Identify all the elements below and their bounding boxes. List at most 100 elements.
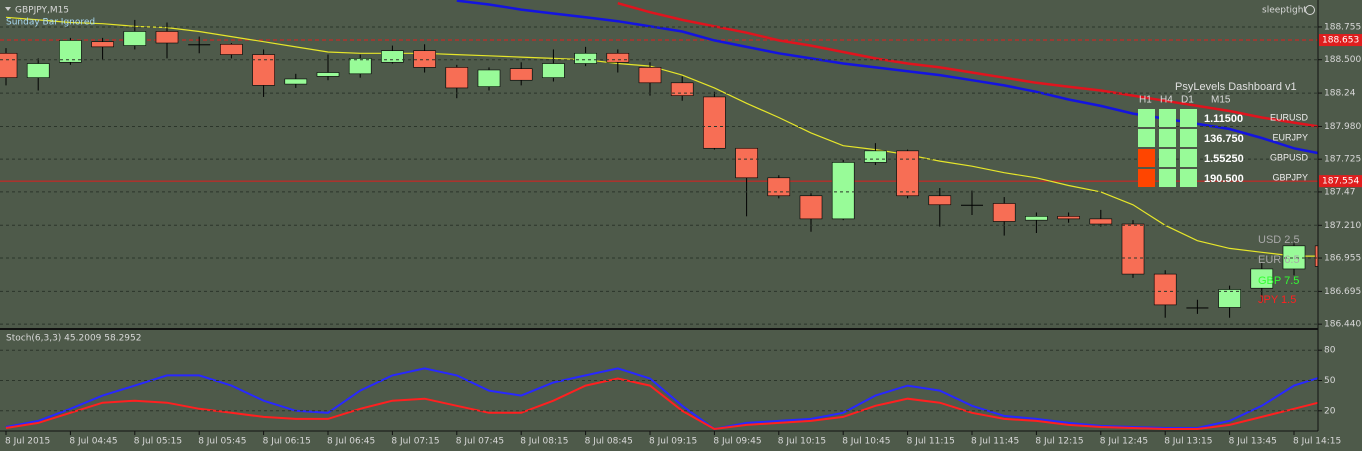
cell <box>1180 169 1197 187</box>
dashboard-column: H1 <box>1139 95 1152 106</box>
stoch-pane <box>5 367 1318 431</box>
y-tick-label: 187.980 <box>1324 122 1361 132</box>
y-tick-label: 188.500 <box>1324 55 1361 65</box>
level-value: 1.11500 <box>1204 113 1243 125</box>
x-tick-label: 8 Jul 07:45 <box>456 437 504 447</box>
level-value: 190.500 <box>1204 173 1244 185</box>
candle-body <box>638 67 662 84</box>
cell <box>1180 109 1197 127</box>
candle-body <box>155 31 179 44</box>
candle-body <box>542 63 565 78</box>
x-tick-label: 8 Jul 13:45 <box>1229 437 1277 447</box>
symbol-title: GBPJPY,M15 <box>15 6 69 16</box>
indicator-line <box>617 1 1318 128</box>
x-tick-label: 8 Jul 10:15 <box>778 437 826 447</box>
candle-body <box>928 195 952 206</box>
x-tick-label: 8 Jul 14:15 <box>1293 437 1341 447</box>
x-tick-label: 8 Jul 10:45 <box>842 437 890 447</box>
symbol: GBPJPY <box>1272 172 1308 182</box>
candle-body <box>413 50 436 68</box>
x-tick-label: 8 Jul 12:45 <box>1100 437 1148 447</box>
y-tick-label: 187.47 <box>1324 187 1356 197</box>
y-tick-label: 186.955 <box>1324 254 1361 264</box>
candle-body <box>91 41 114 48</box>
y-tick-label: 186.695 <box>1324 287 1361 297</box>
y-tick-label: 188.24 <box>1324 89 1356 99</box>
candle-body <box>1121 223 1145 275</box>
y-tick-label: 186.440 <box>1324 320 1361 330</box>
top-right-label: sleeptight <box>1262 6 1307 16</box>
candle-body <box>1314 245 1318 267</box>
stoch-title: Stoch(6,3,3) 45.2009 58.2952 <box>6 334 141 344</box>
candle-body <box>284 78 308 85</box>
y-tick-label: 188.755 <box>1324 22 1361 32</box>
x-tick-label: 8 Jul 05:15 <box>134 437 182 447</box>
dashboard-cells <box>1138 109 1197 187</box>
cell <box>1138 149 1155 167</box>
x-tick-label: 8 Jul 09:45 <box>713 437 761 447</box>
candle-body <box>1218 289 1241 308</box>
symbol: EURJPY <box>1272 132 1308 142</box>
candle-body <box>59 40 82 63</box>
y-tick-label: 50 <box>1324 376 1336 386</box>
x-tick-label: 8 Jul 12:15 <box>1035 437 1083 447</box>
x-tick-label: 8 Jul 11:45 <box>971 437 1019 447</box>
candle-body <box>703 96 726 149</box>
candle-body <box>574 52 597 64</box>
candle-body <box>896 150 919 197</box>
stoch-line <box>5 377 1318 431</box>
dashboard-column: H4 <box>1160 95 1173 106</box>
smiley-icon <box>1305 5 1315 15</box>
x-tick-label: 8 Jul 13:15 <box>1164 437 1212 447</box>
x-tick-label: 8 Jul 08:45 <box>585 437 633 447</box>
candle-body <box>509 68 533 81</box>
cell <box>1159 109 1176 127</box>
dashboard: PsyLevels Dashboard v1 H1 H4 D1 M15 1.11… <box>1138 81 1308 187</box>
price-level-tag <box>1319 175 1362 188</box>
y-tick-label: 187.725 <box>1324 155 1361 165</box>
labels: GBPJPY,M15 Sunday Bar Ignored sleeptight… <box>5 5 1315 344</box>
level-value: 136.750 <box>1204 133 1244 145</box>
candle-body <box>123 31 147 46</box>
strength-label: EUR 6.5 <box>1258 254 1300 266</box>
price-level-label: 187.554 <box>1322 177 1359 187</box>
cell <box>1138 109 1155 127</box>
y-tick-label: 20 <box>1324 406 1336 416</box>
price-level-tag <box>1319 34 1362 47</box>
x-tick-label: 8 Jul 06:45 <box>327 437 375 447</box>
candle-body <box>831 162 855 220</box>
candle-body <box>606 52 630 63</box>
candle-body <box>1153 273 1177 306</box>
candle-body <box>381 50 404 63</box>
x-tick-label: 8 Jul 04:45 <box>69 437 117 447</box>
cell <box>1180 149 1197 167</box>
candle-body <box>1186 307 1209 309</box>
cell <box>1159 149 1176 167</box>
x-tick-label: 8 Jul 05:45 <box>198 437 246 447</box>
candle-body <box>188 44 211 46</box>
collapse-icon <box>5 7 11 11</box>
dashboard-column: D1 <box>1181 95 1194 106</box>
candle-body <box>992 203 1016 222</box>
candle-body <box>735 147 758 179</box>
candle-body <box>767 177 791 197</box>
x-tick-label: 8 Jul 2015 <box>5 437 50 447</box>
strength-label: GBP 7.5 <box>1258 275 1299 287</box>
candle-body <box>348 58 372 75</box>
candle-body <box>1089 218 1113 225</box>
cell <box>1138 129 1155 147</box>
price-level-label: 188.653 <box>1322 36 1359 46</box>
candle-body <box>316 72 340 77</box>
indicator-line <box>5 16 1318 257</box>
candle-body <box>445 67 469 89</box>
x-tick-label: 8 Jul 11:15 <box>907 437 955 447</box>
dashboard-title: PsyLevels Dashboard v1 <box>1175 81 1297 93</box>
candle-body <box>799 195 823 220</box>
stoch-line <box>5 367 1318 431</box>
candle-body <box>220 43 243 55</box>
candle-body <box>26 63 50 78</box>
level-value: 1.55250 <box>1204 153 1244 165</box>
cell <box>1180 129 1197 147</box>
